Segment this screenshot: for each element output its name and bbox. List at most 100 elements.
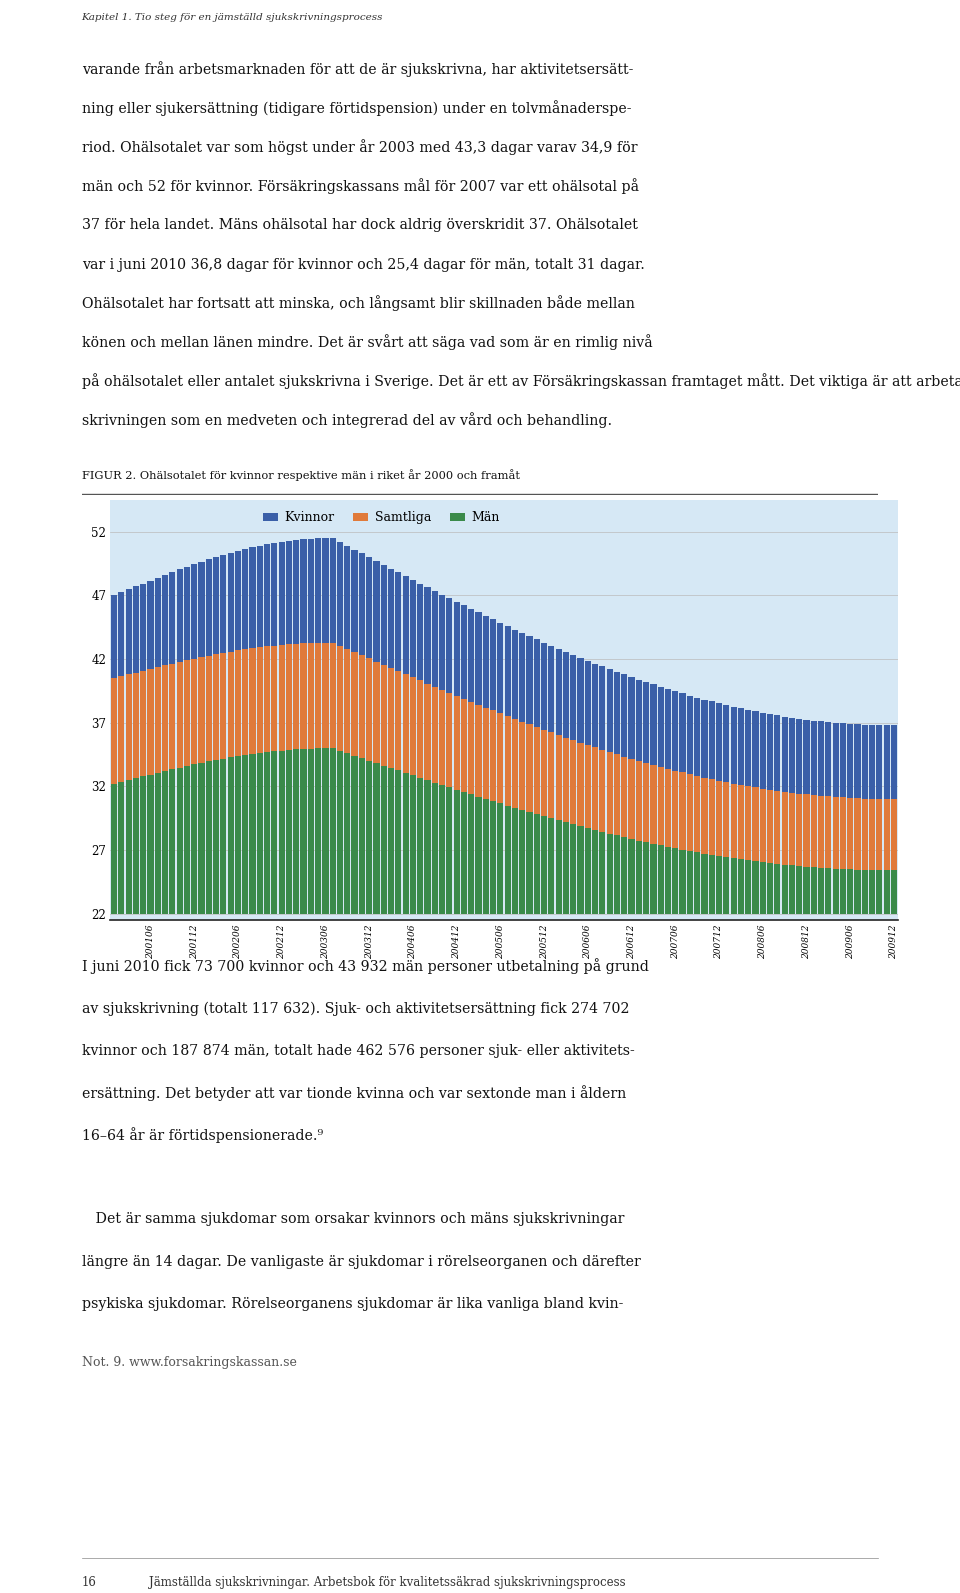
Bar xyxy=(439,785,445,914)
Bar xyxy=(323,749,328,914)
Bar xyxy=(716,703,722,781)
Bar xyxy=(789,793,795,865)
Text: psykiska sjukdomar. Rörelseorganens sjukdomar är lika vanliga bland kvin-: psykiska sjukdomar. Rörelseorganens sjuk… xyxy=(82,1297,623,1311)
Bar xyxy=(607,669,612,752)
Bar xyxy=(891,725,897,800)
Bar xyxy=(686,851,693,914)
Bar xyxy=(439,594,445,690)
Bar xyxy=(205,761,212,914)
Bar xyxy=(242,755,249,914)
Bar xyxy=(256,647,263,753)
Text: Kapitel 1. Tio steg för en jämställd sjukskrivningsprocess: Kapitel 1. Tio steg för en jämställd sju… xyxy=(82,13,383,21)
Bar xyxy=(228,553,234,652)
Bar xyxy=(366,760,372,914)
Bar xyxy=(220,758,227,914)
Bar xyxy=(512,629,518,718)
Bar xyxy=(694,852,700,914)
Bar xyxy=(607,833,612,914)
Bar xyxy=(402,674,409,773)
Bar xyxy=(446,693,452,787)
Bar xyxy=(453,696,460,790)
Bar xyxy=(366,658,372,760)
Bar xyxy=(672,771,679,847)
Bar xyxy=(577,742,584,827)
Bar xyxy=(228,652,234,757)
Bar xyxy=(162,771,168,914)
Bar xyxy=(650,844,657,914)
Bar xyxy=(840,798,846,870)
Bar xyxy=(804,720,809,795)
Bar xyxy=(118,593,125,677)
Text: Jämställda sjukskrivningar. Arbetsbok för kvalitetssäkrad sjukskrivningsprocess: Jämställda sjukskrivningar. Arbetsbok fö… xyxy=(149,1575,625,1588)
Bar xyxy=(497,714,503,803)
Bar xyxy=(869,725,876,798)
Bar xyxy=(264,752,270,914)
Bar xyxy=(402,773,409,914)
Bar xyxy=(177,663,182,768)
Bar xyxy=(774,790,780,863)
Bar xyxy=(126,674,132,781)
Bar xyxy=(286,644,292,750)
Bar xyxy=(577,658,584,742)
Bar xyxy=(716,855,722,914)
Bar xyxy=(607,752,612,833)
Bar xyxy=(191,765,198,914)
Bar xyxy=(293,540,300,644)
Bar xyxy=(191,564,198,660)
Bar xyxy=(577,827,584,914)
Bar xyxy=(585,746,591,828)
Bar xyxy=(388,667,395,768)
Bar xyxy=(155,773,161,914)
Bar xyxy=(329,749,336,914)
Bar xyxy=(759,712,766,789)
Bar xyxy=(235,757,241,914)
Bar xyxy=(708,855,715,914)
Text: 37 för hela landet. Mäns ohälsotal har dock aldrig överskridit 37. Ohälsotalet: 37 för hela landet. Mäns ohälsotal har d… xyxy=(82,218,637,233)
Bar xyxy=(453,790,460,914)
Bar xyxy=(468,701,474,795)
Bar xyxy=(111,784,117,914)
Bar xyxy=(636,761,642,841)
Bar xyxy=(694,776,700,852)
Bar xyxy=(329,642,336,749)
Bar xyxy=(417,680,423,777)
Text: ning eller sjukersättning (tidigare förtidspension) under en tolvmånaderspe-: ning eller sjukersättning (tidigare fört… xyxy=(82,100,631,116)
Bar xyxy=(781,717,788,792)
Bar xyxy=(738,785,744,859)
Bar xyxy=(694,698,700,776)
Bar xyxy=(242,550,249,650)
Bar xyxy=(235,551,241,650)
Bar xyxy=(702,854,708,914)
Bar xyxy=(461,699,467,792)
Bar xyxy=(774,863,780,914)
Bar xyxy=(272,752,277,914)
Bar xyxy=(293,749,300,914)
Bar xyxy=(767,714,773,790)
Bar xyxy=(351,550,358,652)
Bar xyxy=(862,725,868,798)
Bar xyxy=(541,816,547,914)
Bar xyxy=(629,758,635,840)
Bar xyxy=(388,768,395,914)
Bar xyxy=(490,801,496,914)
Bar xyxy=(563,822,569,914)
Bar xyxy=(191,660,198,765)
Bar xyxy=(256,546,263,647)
Bar xyxy=(534,814,540,914)
Bar xyxy=(541,730,547,816)
Text: 16: 16 xyxy=(82,1575,96,1588)
Bar xyxy=(599,750,606,832)
Bar xyxy=(242,650,249,755)
Bar xyxy=(345,753,350,914)
Text: av sjukskrivning (totalt 117 632). Sjuk- och aktivitetsersättning fick 274 702: av sjukskrivning (totalt 117 632). Sjuk-… xyxy=(82,1000,629,1015)
Bar xyxy=(446,787,452,914)
Bar xyxy=(446,597,452,693)
Bar xyxy=(308,749,314,914)
Bar xyxy=(512,718,518,808)
Bar xyxy=(832,723,839,796)
Bar xyxy=(847,723,853,798)
Bar xyxy=(205,559,212,656)
Bar xyxy=(475,796,482,914)
Bar xyxy=(613,672,620,755)
Bar xyxy=(708,779,715,855)
